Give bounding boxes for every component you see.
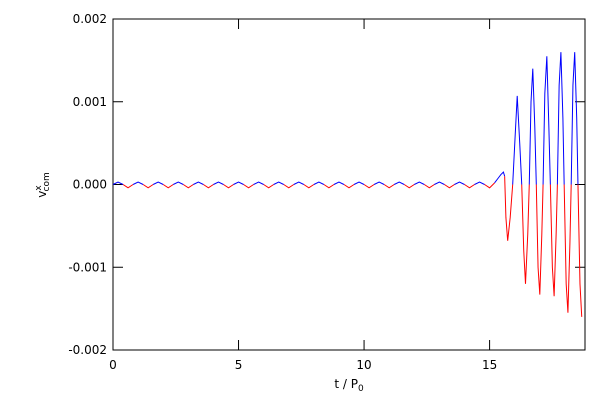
line-negative	[464, 184, 475, 189]
line-negative	[243, 184, 254, 189]
x-tick-label: 5	[235, 358, 243, 372]
line-positive	[512, 95, 523, 185]
line-negative	[444, 184, 455, 189]
line-positive	[414, 181, 425, 185]
y-tick-label: -0.002	[68, 343, 107, 357]
line-negative	[549, 184, 558, 297]
line-positive	[253, 181, 264, 185]
line-negative	[484, 182, 495, 189]
y-label-sup: x	[34, 185, 44, 191]
line-positive	[152, 181, 164, 185]
line-negative	[183, 184, 194, 189]
line-positive	[112, 181, 124, 185]
line-positive	[293, 181, 305, 185]
y-label-sub: com	[42, 172, 52, 191]
line-negative	[323, 184, 335, 189]
line-positive	[393, 181, 405, 185]
line-positive	[213, 181, 224, 185]
line-positive	[494, 171, 506, 184]
line-positive	[556, 52, 565, 185]
x-label-text: t / P	[334, 377, 358, 391]
y-axis-label: vxcom	[34, 172, 52, 198]
line-positive	[454, 181, 465, 185]
line-positive	[528, 68, 537, 185]
x-tick-label: 15	[482, 358, 497, 372]
x-tick-label: 10	[356, 358, 371, 372]
line-positive	[173, 181, 184, 185]
line-negative	[363, 184, 375, 189]
line-positive	[474, 181, 485, 185]
line-positive	[373, 181, 385, 185]
line-negative	[383, 184, 395, 189]
line-negative	[504, 176, 514, 241]
line-negative	[403, 184, 415, 189]
line-positive	[570, 52, 579, 185]
y-label-text: v	[35, 191, 49, 198]
line-positive	[233, 181, 244, 185]
line-negative	[521, 184, 530, 284]
line-negative	[203, 184, 214, 189]
y-tick-label: 0.001	[73, 95, 107, 109]
line-negative	[263, 184, 274, 189]
line-negative	[343, 184, 355, 189]
line-negative	[283, 184, 295, 189]
line-negative	[142, 184, 154, 189]
x-axis-label: t / P0	[334, 377, 364, 394]
x-tick-label: 0	[109, 358, 117, 372]
line-positive	[353, 181, 365, 185]
line-positive	[132, 181, 144, 185]
line-negative	[303, 184, 315, 189]
line-positive	[542, 56, 551, 185]
line-positive	[273, 181, 284, 185]
line-negative	[535, 184, 544, 295]
y-tick-label: 0.000	[73, 178, 107, 192]
line-positive	[333, 181, 345, 185]
line-positive	[313, 181, 325, 185]
line-negative	[122, 184, 134, 189]
line-negative	[577, 184, 583, 317]
x-label-sub: 0	[358, 384, 364, 394]
line-negative	[162, 184, 174, 189]
line-negative	[563, 184, 572, 313]
line-negative	[424, 184, 435, 189]
y-tick-label: 0.002	[73, 12, 107, 26]
line-positive	[434, 181, 445, 185]
line-negative	[223, 184, 234, 189]
line-positive	[193, 181, 204, 185]
y-tick-label: -0.001	[68, 260, 107, 274]
